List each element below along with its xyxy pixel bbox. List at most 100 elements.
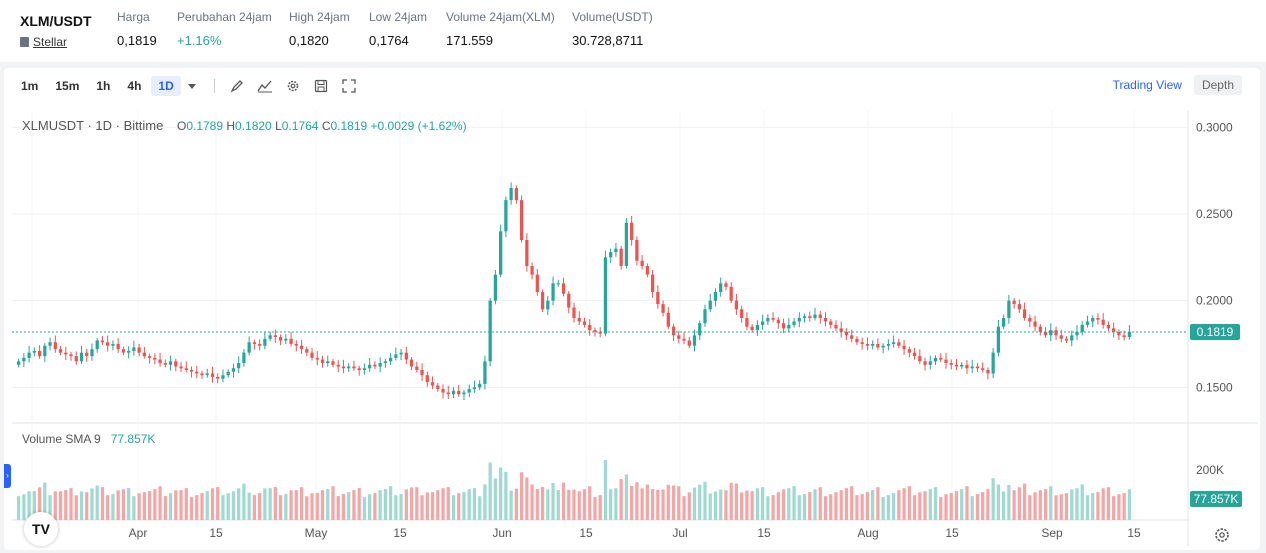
timeframe-1m[interactable]: 1m — [21, 79, 39, 93]
stat-change: Perubahan 24jam +1.16% — [177, 10, 272, 48]
candle-body — [1002, 318, 1006, 327]
volume-bar — [69, 488, 73, 520]
volume-bar — [1002, 491, 1006, 520]
volume-bar — [645, 484, 649, 520]
volume-bar — [394, 495, 398, 520]
candle-body — [388, 357, 393, 362]
volume-bar — [923, 491, 927, 520]
view-trading[interactable]: Trading View — [1112, 78, 1182, 92]
volume-bar — [519, 472, 524, 520]
volume-bar — [1038, 490, 1042, 520]
chart-plot-area[interactable]: 0.3000 0.2500 0.2000 0.1500 15 Apr 15 May 15 Jun… — [12, 110, 1258, 546]
candle-body — [64, 352, 68, 355]
timeframe-dropdown-icon[interactable] — [187, 83, 196, 89]
brush-icon[interactable] — [229, 78, 245, 94]
candle-body — [797, 318, 801, 322]
volume-bar — [593, 497, 597, 520]
volume-bar — [278, 495, 283, 520]
candle-body — [48, 342, 52, 346]
timeframe-1h[interactable]: 1h — [96, 79, 111, 93]
time-tick-label: 15 — [579, 526, 593, 540]
volume-bar — [331, 486, 335, 520]
legend-low-label: L — [275, 119, 282, 133]
volume-bar — [127, 488, 131, 520]
volume-bar — [970, 496, 974, 520]
volume-bar — [504, 471, 508, 520]
view-depth[interactable]: Depth — [1193, 75, 1242, 95]
fullscreen-icon[interactable] — [341, 78, 357, 94]
volume-bar — [939, 497, 943, 520]
volume-bar — [944, 494, 948, 520]
volume-bar — [897, 490, 901, 520]
volume-bar — [572, 489, 576, 520]
candle-body — [1101, 319, 1105, 325]
volume-bar — [362, 497, 367, 520]
volume-bar — [1064, 493, 1069, 520]
volume-bar — [357, 488, 361, 520]
candle-body — [719, 283, 723, 292]
timeframe-1d[interactable]: 1D — [151, 76, 181, 96]
volume-bar — [975, 494, 980, 520]
candle-body — [823, 318, 828, 322]
candle-body — [844, 331, 849, 336]
volume-bar — [750, 491, 754, 520]
timeframe-15m[interactable]: 15m — [55, 79, 80, 93]
settings-gear-icon[interactable] — [1215, 528, 1229, 542]
volume-bar — [74, 495, 78, 520]
indicator-icon[interactable] — [257, 78, 273, 94]
candle-body — [991, 352, 995, 374]
volume-bar — [383, 489, 388, 520]
candle-body — [457, 390, 461, 395]
volume-bar — [635, 482, 639, 520]
volume-bar — [404, 489, 408, 520]
volume-bar — [347, 492, 351, 520]
expand-sidebar-icon[interactable]: › — [4, 464, 11, 488]
gear-icon[interactable] — [285, 78, 301, 94]
volume-bar — [588, 486, 592, 520]
candle-body — [886, 344, 890, 346]
candle-body — [258, 344, 262, 346]
candle-body — [981, 368, 985, 370]
timeframe-4h[interactable]: 4h — [127, 79, 142, 93]
stat-value: 171.559 — [446, 33, 493, 48]
candle-body — [939, 357, 943, 360]
candle-body — [200, 373, 204, 376]
save-icon[interactable] — [313, 78, 329, 94]
volume-bar — [1022, 483, 1027, 520]
candle-body — [106, 342, 110, 346]
last-price-label: 0.1819 — [1197, 325, 1234, 339]
time-tick-label: Jun — [492, 526, 511, 540]
stat-label: Low 24jam — [369, 10, 428, 24]
candle-body — [409, 359, 414, 367]
volume-bar — [85, 492, 89, 520]
volume-bar — [1112, 496, 1116, 520]
tradingview-logo[interactable]: TV — [24, 512, 58, 546]
candle-body — [881, 345, 885, 348]
asset-link[interactable]: Stellar — [20, 35, 92, 49]
price-chart[interactable]: 0.3000 0.2500 0.2000 0.1500 15 Apr 15 May 15 Jun… — [12, 110, 1258, 546]
volume-bar — [745, 490, 749, 520]
volume-bar — [43, 482, 47, 520]
time-tick-label: Apr — [129, 526, 148, 540]
volume-bar — [776, 492, 780, 520]
legend-open-label: O — [176, 119, 187, 133]
candle-body — [1022, 309, 1027, 318]
candle-body — [650, 274, 655, 292]
volume-bar — [876, 487, 880, 520]
legend-open: 0.1789 — [186, 119, 224, 133]
candle-body — [671, 326, 676, 336]
volume-bar — [210, 488, 215, 520]
candle-body — [1043, 331, 1048, 336]
chart-toolbar: 1m 15m 1h 4h 1D Trading View Depth — [4, 68, 1260, 104]
candle-body — [1112, 328, 1116, 332]
volume-bar — [64, 490, 68, 520]
candles — [16, 182, 1132, 400]
candle-body — [850, 335, 854, 339]
volume-bar — [483, 484, 487, 520]
volume-bar — [630, 486, 634, 520]
volume-bar — [163, 496, 167, 520]
volume-bar — [829, 494, 833, 520]
volume-legend-value: 77.857K — [110, 432, 156, 446]
volume-bar — [216, 487, 220, 520]
volume-bar — [446, 487, 450, 520]
